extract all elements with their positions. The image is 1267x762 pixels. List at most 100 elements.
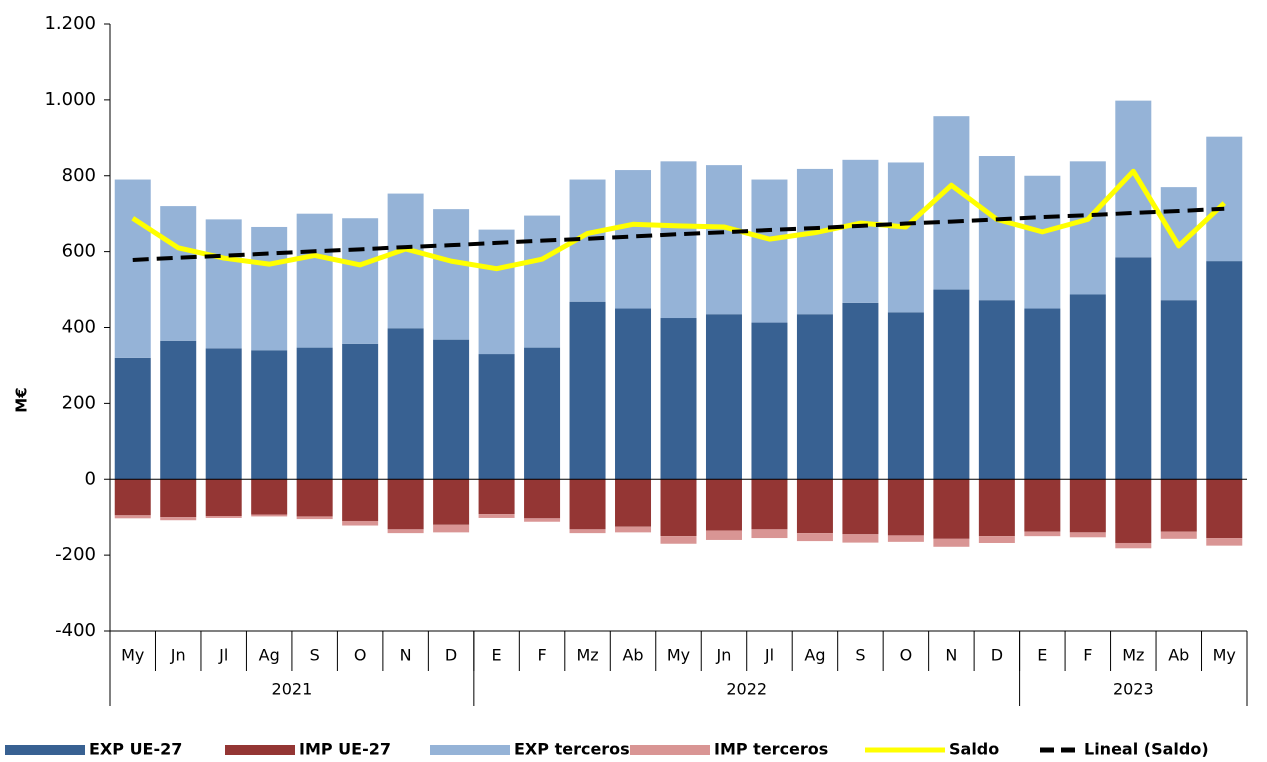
bar — [387, 328, 424, 480]
bar — [569, 529, 606, 534]
x-tick-label: My — [1213, 646, 1236, 665]
bar — [114, 515, 151, 519]
y-tick-label: 200 — [62, 392, 96, 413]
bar — [114, 179, 151, 358]
group-label: 2021 — [272, 680, 313, 699]
bar — [796, 479, 833, 534]
y-axis-label: M€ — [13, 387, 31, 412]
x-tick-label: Jn — [716, 646, 732, 665]
bar — [205, 219, 242, 349]
x-tick-label: S — [310, 646, 320, 665]
bar — [160, 479, 197, 518]
bar — [751, 479, 788, 530]
bar — [660, 161, 697, 319]
bar — [342, 479, 379, 521]
bar — [1160, 300, 1197, 480]
bar — [978, 479, 1015, 537]
bar — [1115, 257, 1152, 480]
bar — [796, 533, 833, 542]
bar — [433, 209, 470, 340]
x-tick-label: N — [400, 646, 412, 665]
bar — [296, 347, 333, 480]
bar — [524, 518, 561, 522]
bar — [342, 218, 379, 344]
x-tick-label: N — [945, 646, 957, 665]
x-tick-label: S — [855, 646, 865, 665]
bar — [660, 536, 697, 544]
bar — [1160, 479, 1197, 532]
bar — [1069, 161, 1106, 295]
bar — [842, 479, 879, 535]
bar — [933, 538, 970, 547]
bar — [705, 479, 742, 531]
bar — [296, 213, 333, 348]
x-tick-label: E — [1037, 646, 1047, 665]
bar — [114, 479, 151, 516]
bar — [160, 206, 197, 341]
x-tick-label: Ag — [259, 646, 280, 665]
y-tick-label: -400 — [55, 620, 96, 641]
bar — [1206, 479, 1243, 539]
group-label: 2023 — [1113, 680, 1154, 699]
x-tick-label: D — [991, 646, 1003, 665]
bar — [933, 116, 970, 290]
legend-label: EXP terceros — [514, 740, 630, 759]
x-tick-label: Ag — [804, 646, 825, 665]
x-tick-label: My — [121, 646, 144, 665]
legend-swatch — [5, 745, 85, 755]
x-tick-label: Ab — [1168, 646, 1189, 665]
bar — [615, 526, 652, 533]
x-tick-label: D — [445, 646, 457, 665]
bar — [524, 347, 561, 480]
bar — [251, 514, 288, 517]
bar — [887, 535, 924, 542]
y-tick-label: 0 — [85, 468, 96, 489]
bar — [342, 520, 379, 526]
x-tick-label: F — [537, 646, 546, 665]
series-line — [131, 168, 1226, 272]
bar — [342, 343, 379, 480]
bar — [251, 479, 288, 515]
bar — [751, 179, 788, 323]
bar — [842, 534, 879, 543]
bar — [478, 229, 515, 355]
bar — [751, 529, 788, 539]
bar — [796, 314, 833, 480]
bar — [978, 300, 1015, 480]
bar — [796, 168, 833, 315]
x-tick-label: Mz — [1122, 646, 1144, 665]
bar — [887, 162, 924, 313]
bar — [251, 350, 288, 480]
bar — [251, 226, 288, 351]
bar — [660, 479, 697, 537]
bar — [296, 479, 333, 517]
bar — [1024, 175, 1061, 309]
bar — [842, 302, 879, 480]
bar — [1115, 100, 1152, 258]
bar — [387, 479, 424, 530]
bar — [1206, 261, 1243, 480]
group-label: 2022 — [726, 680, 767, 699]
bar — [160, 517, 197, 521]
bar — [615, 308, 652, 480]
y-tick-label: 600 — [62, 241, 96, 262]
bar — [1069, 294, 1106, 480]
legend-swatch — [225, 745, 295, 755]
bar — [478, 514, 515, 518]
bar — [433, 339, 470, 480]
legend-label: IMP terceros — [714, 740, 828, 759]
bar — [1206, 538, 1243, 546]
bar — [296, 516, 333, 520]
bar — [1069, 479, 1106, 533]
x-tick-label: O — [900, 646, 913, 665]
bar — [660, 318, 697, 480]
bar — [842, 159, 879, 303]
bar — [524, 479, 561, 519]
legend-label: Saldo — [949, 740, 999, 759]
bar — [160, 340, 197, 480]
x-tick-label: Jn — [170, 646, 186, 665]
x-tick-label: O — [354, 646, 367, 665]
bar — [433, 479, 470, 525]
x-tick-label: Jl — [764, 646, 774, 665]
y-tick-label: 400 — [62, 317, 96, 338]
